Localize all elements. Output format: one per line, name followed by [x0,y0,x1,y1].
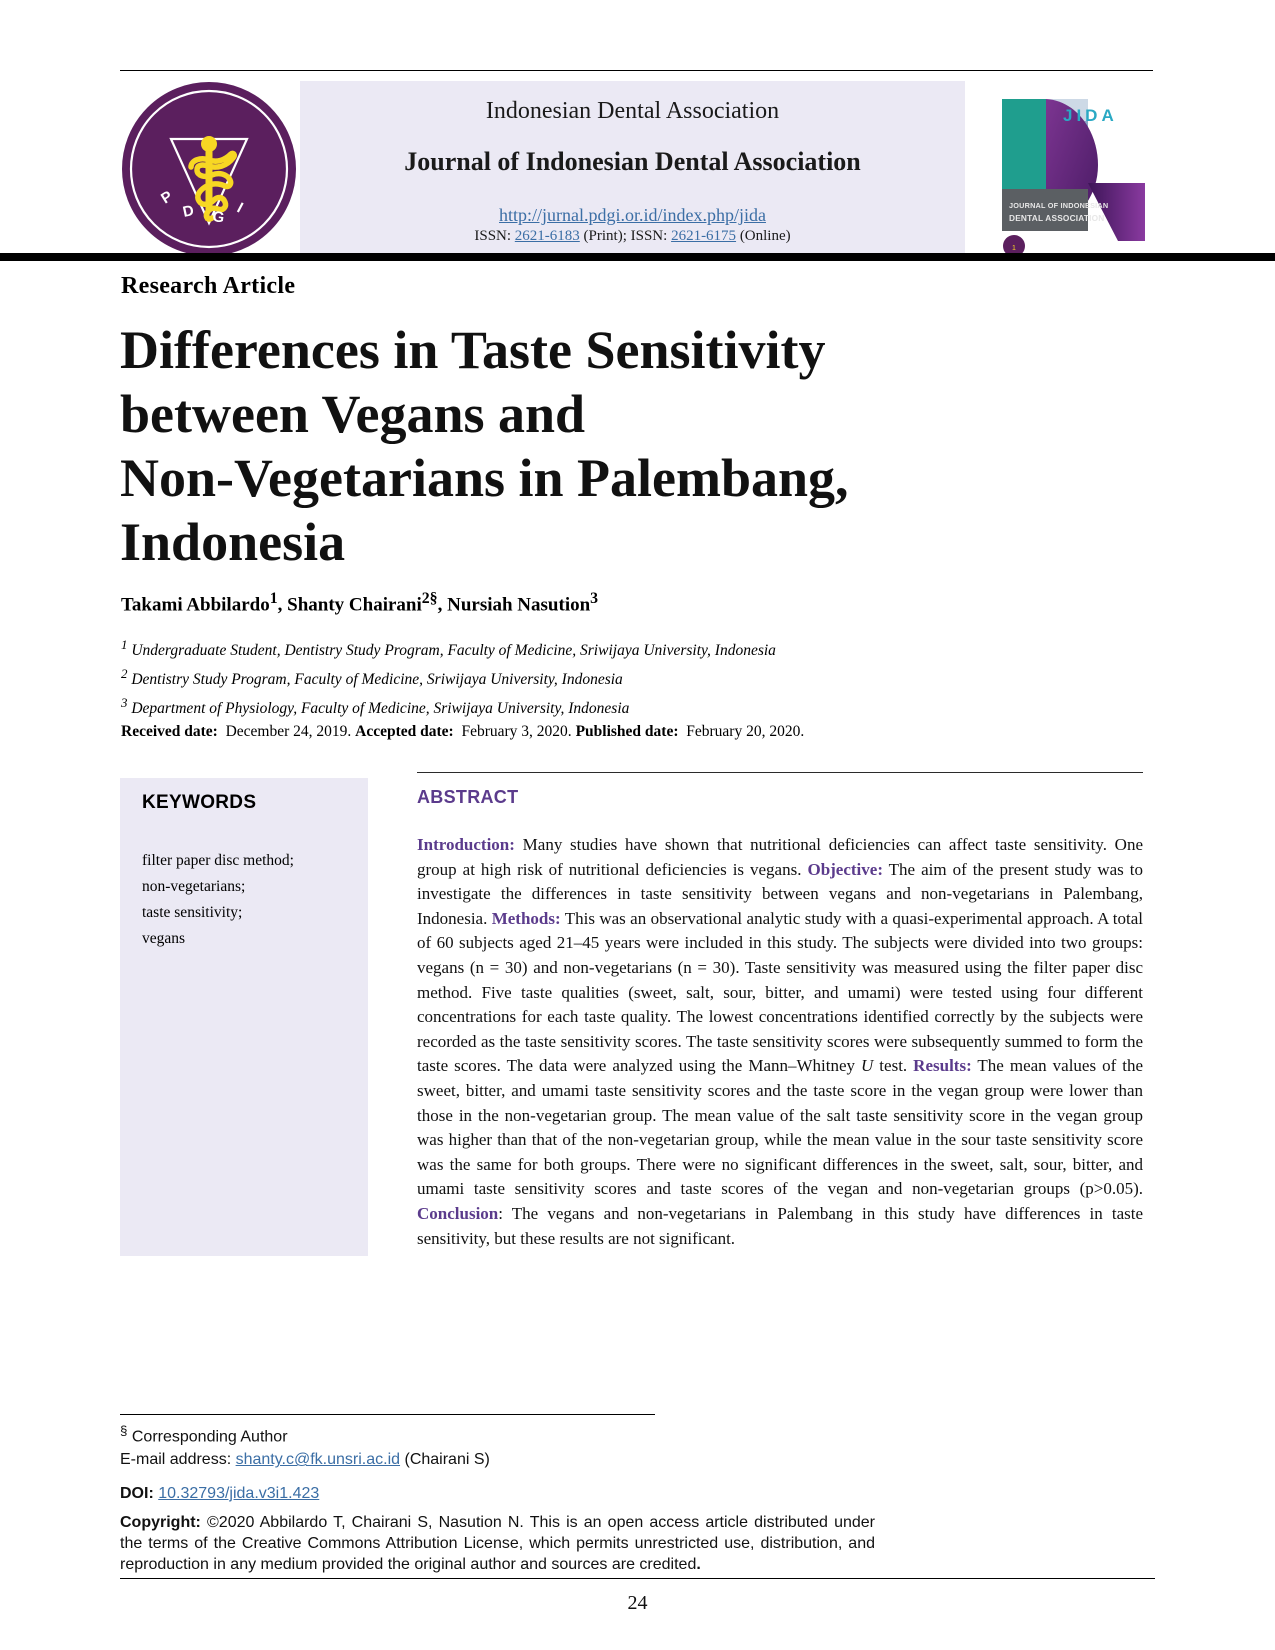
svg-text:JIDA: JIDA [1063,106,1118,125]
svg-text:DENTAL ASSOCIATION: DENTAL ASSOCIATION [1009,213,1104,223]
svg-text:1: 1 [1012,245,1016,252]
svg-text:JOURNAL OF INDONESIAN: JOURNAL OF INDONESIAN [1009,201,1108,210]
svg-text:G: G [211,208,225,226]
